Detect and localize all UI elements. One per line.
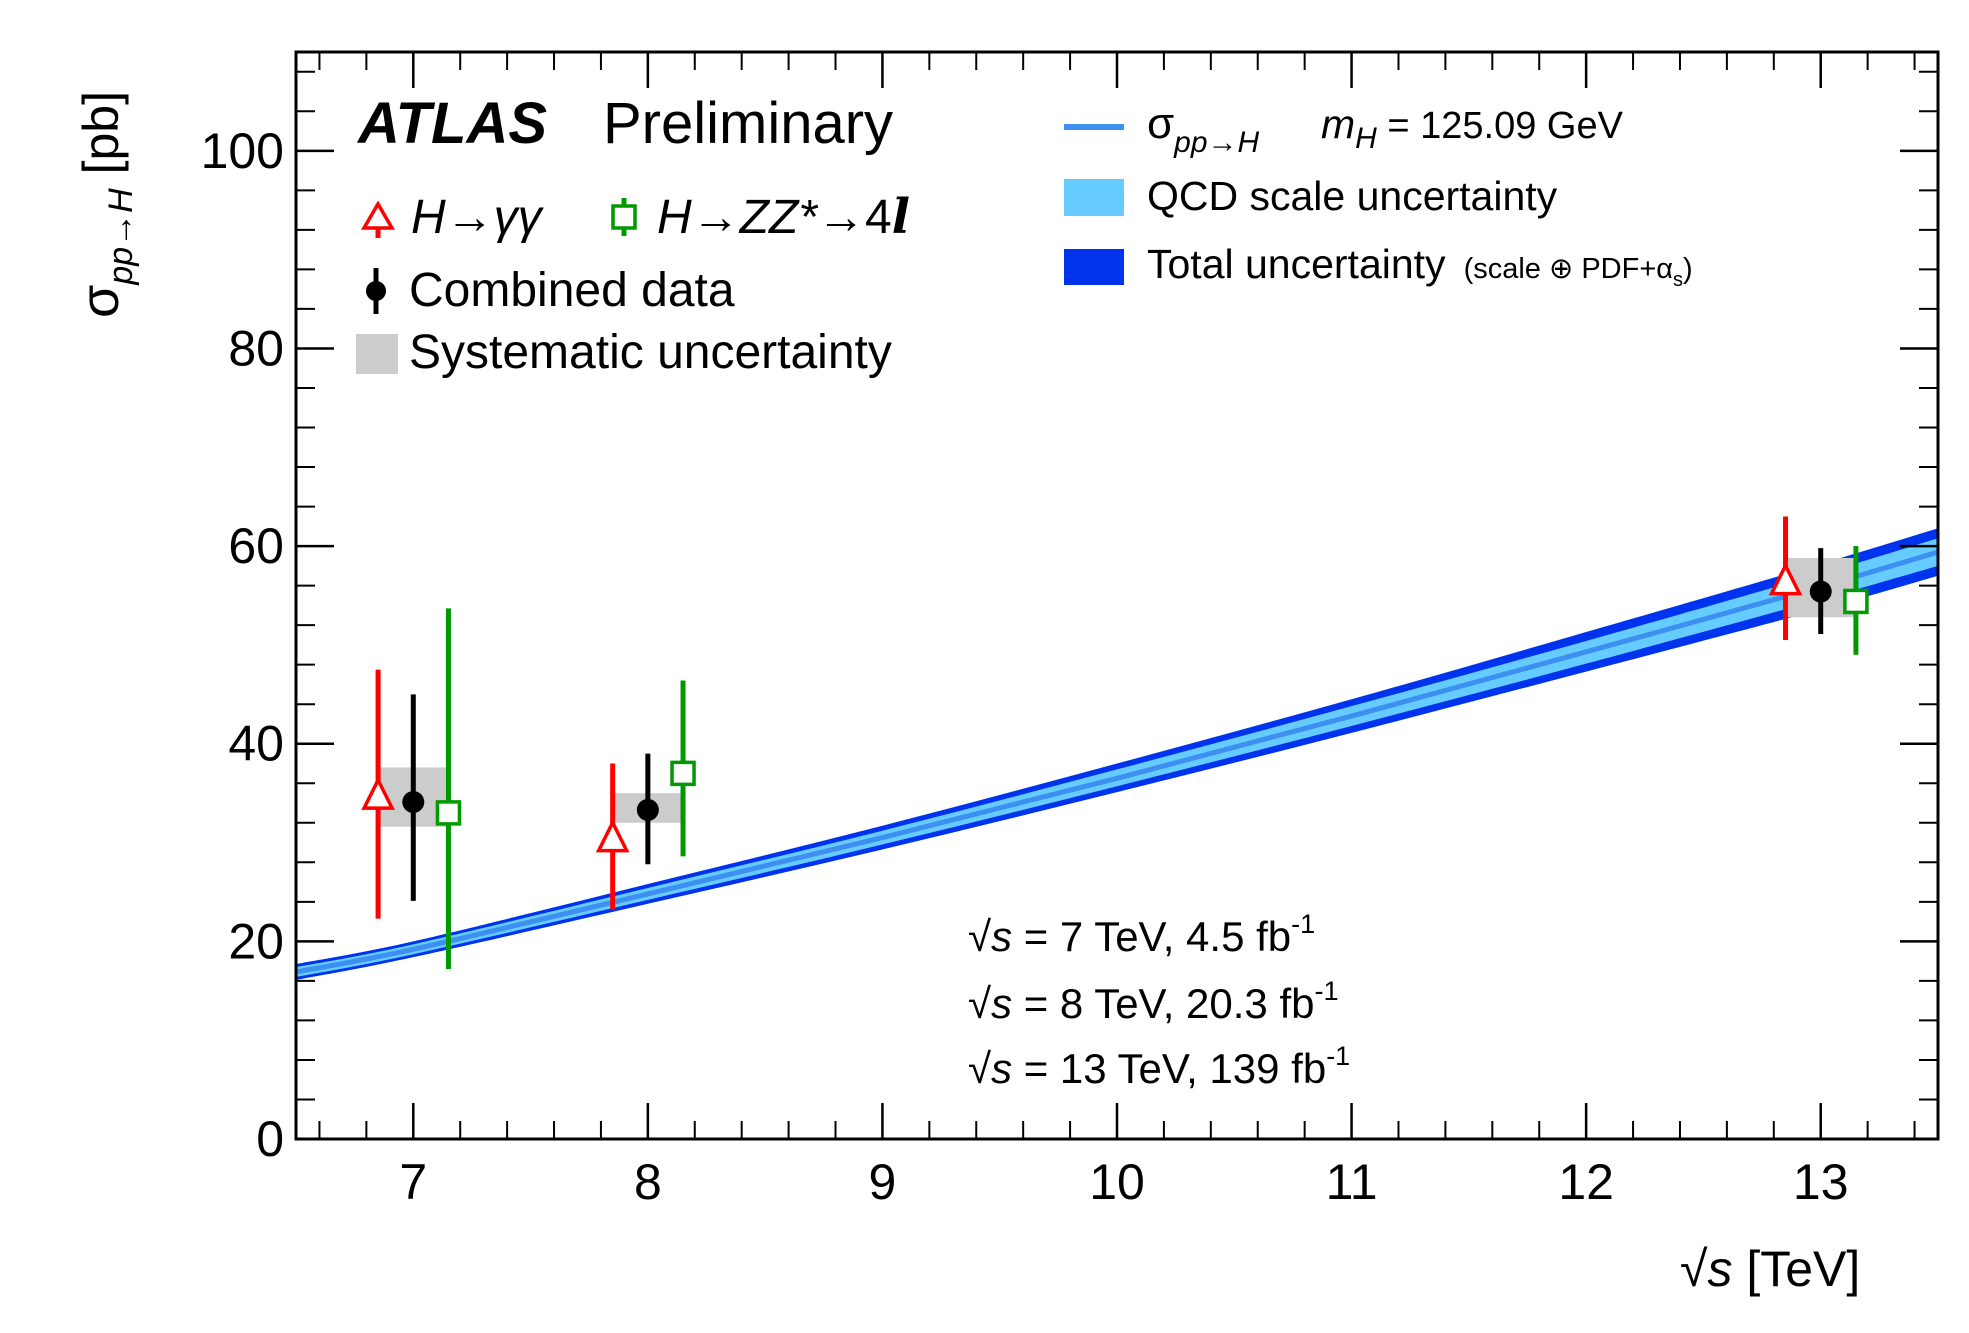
data-point-0-2 (1768, 516, 1803, 640)
legend-mh-value: = 125.09 GeV (1377, 105, 1624, 147)
legend-mh-sub: H (1355, 122, 1377, 155)
data-point-0-1 (595, 763, 630, 910)
y-tick-label: 80 (228, 320, 284, 376)
legend-marker-total (1064, 249, 1124, 285)
legend-hgg-gg: γγ (494, 191, 545, 244)
circle-marker (1809, 580, 1832, 603)
legend-hzz-four: 4 (865, 191, 892, 244)
luminosity-note: √s = 13 TeV, 139 fb-1 (968, 1041, 1350, 1092)
data-point-1-2 (1843, 546, 1869, 655)
circle-marker (402, 791, 425, 814)
data-point-2-1 (636, 753, 659, 865)
legend-hzz-arrow1: → (692, 191, 740, 244)
triangle-marker (1768, 561, 1803, 596)
legend-hzz-h: H (657, 191, 692, 244)
legend-hzz-l: l (892, 189, 910, 245)
note-text: = 8 TeV, 20.3 fb (1012, 980, 1314, 1027)
luminosity-note: √s = 7 TeV, 4.5 fb-1 (968, 909, 1315, 960)
triangle-marker (595, 818, 630, 853)
legend-marker-hzz (611, 198, 637, 236)
legend-marker-syst (356, 334, 398, 374)
note-s: s (991, 1045, 1012, 1092)
y-axis-sub: pp→H (102, 188, 140, 286)
data-point-2-2 (1809, 548, 1832, 635)
legend-hgg-h: H (411, 191, 446, 244)
data-point-1-1 (670, 680, 696, 857)
triangle-marker (361, 776, 395, 810)
luminosity-notes: √s = 7 TeV, 4.5 fb-1√s = 8 TeV, 20.3 fb-… (968, 909, 1350, 1092)
legend-text-qcd: QCD scale uncertainty (1147, 173, 1558, 219)
y-tick-label: 20 (228, 913, 284, 969)
legend-hgg-arrow: → (446, 191, 494, 244)
circle-marker (636, 798, 659, 821)
legend-total-extra: (scale ⊕ PDF+α (1464, 253, 1673, 285)
note-sup: -1 (1326, 1041, 1350, 1071)
x-tick-label: 7 (399, 1154, 427, 1210)
legend-text-combined: Combined data (409, 264, 735, 317)
x-tick-label: 10 (1089, 1154, 1145, 1210)
luminosity-note: √s = 8 TeV, 20.3 fb-1 (968, 976, 1339, 1027)
legend-text-syst: Systematic uncertainty (409, 326, 892, 379)
legend-text-hzz: H→ZZ*→4l (657, 189, 910, 245)
x-axis-unit: [TeV] (1732, 1241, 1860, 1297)
square-marker (435, 800, 462, 826)
y-tick-label: 40 (228, 716, 284, 772)
square-marker (1843, 588, 1869, 615)
y-axis-unit: [pb] (73, 91, 129, 188)
note-root: √ (968, 913, 992, 960)
note-s: s (991, 980, 1012, 1027)
y-tick-label: 100 (201, 123, 284, 179)
note-sup: -1 (1315, 976, 1339, 1006)
y-axis-title: σpp→H [pb] (70, 91, 140, 318)
legend-total-sub: s (1673, 269, 1683, 291)
legend-hzz-arrow2: → (817, 191, 865, 244)
data-point-2-0 (402, 694, 425, 901)
legend-total-close: ) (1683, 253, 1693, 285)
theory-band (296, 528, 1938, 980)
legend-sigma: σ (1147, 99, 1174, 148)
x-axis-s: s (1707, 1241, 1732, 1297)
note-text: = 7 TeV, 4.5 fb (1012, 913, 1291, 960)
legend-hzz-zz: ZZ* (739, 191, 819, 244)
legend-total-main: Total uncertainty (1147, 241, 1446, 287)
y-axis-sigma: σ (70, 285, 130, 318)
x-axis-root: √ (1680, 1241, 1708, 1297)
legend-sigma-sub: pp→H (1173, 126, 1259, 159)
note-sup: -1 (1291, 909, 1315, 939)
data-point-1-0 (435, 608, 462, 970)
square-marker (670, 760, 696, 787)
x-tick-label: 13 (1793, 1154, 1849, 1210)
legend-left: H→γγ H→ZZ*→4l Combined data Systematic u… (356, 189, 910, 379)
legend-marker-qcd (1064, 179, 1124, 216)
data-points (361, 516, 1869, 970)
axes: 7 8 9 10 11 12 13 0 20 40 60 80 100 (201, 50, 1940, 1210)
legend-right: σpp→H mH = 125.09 GeV QCD scale uncertai… (1064, 99, 1693, 291)
note-root: √ (968, 980, 992, 1027)
legend-text-central: σpp→H (1147, 99, 1260, 159)
legend-text-total: Total uncertainty (scale ⊕ PDF+αs) (1147, 241, 1693, 291)
note-s: s (991, 913, 1012, 960)
legend-text-hgg: H→γγ (411, 191, 545, 244)
theory-central-line (296, 549, 1938, 975)
legend-marker-combined (366, 268, 386, 314)
y-tick-label: 60 (228, 518, 284, 574)
legend-mh: m (1321, 101, 1355, 147)
x-tick-label: 8 (634, 1154, 662, 1210)
note-text: = 13 TeV, 139 fb (1012, 1045, 1326, 1092)
atlas-label: ATLAS (356, 91, 547, 156)
legend-text-mh: mH = 125.09 GeV (1321, 101, 1624, 155)
preliminary-label: Preliminary (603, 91, 893, 156)
note-root: √ (968, 1045, 992, 1092)
x-axis-title: √s [TeV] (1680, 1241, 1860, 1297)
x-tick-label: 11 (1326, 1154, 1378, 1210)
x-tick-label: 12 (1558, 1154, 1614, 1210)
data-point-0-0 (361, 669, 395, 919)
x-tick-label: 9 (869, 1154, 897, 1210)
y-tick-label: 0 (256, 1111, 284, 1167)
legend-marker-hgg (360, 200, 396, 238)
